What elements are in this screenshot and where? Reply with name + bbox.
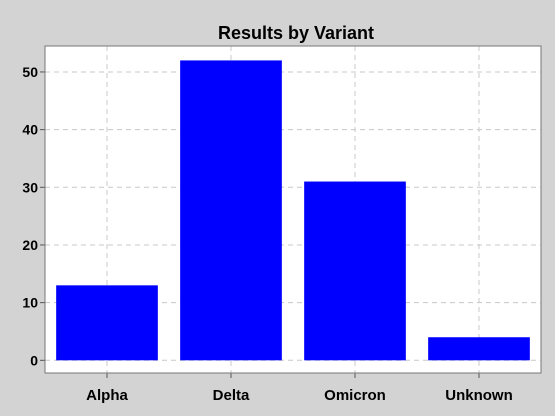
bar-alpha xyxy=(56,285,158,361)
x-tick-label: Unknown xyxy=(445,387,513,404)
x-tick-label: Delta xyxy=(213,387,250,404)
plot-border xyxy=(44,45,542,374)
x-tick-label: Omicron xyxy=(324,387,386,404)
y-tick-label: 50 xyxy=(22,64,38,80)
y-tick-label: 20 xyxy=(22,237,38,253)
chart-title: Results by Variant xyxy=(218,23,374,43)
y-tick-label: 40 xyxy=(22,122,38,138)
bar-omicron xyxy=(304,181,406,361)
x-tick-label: Alpha xyxy=(86,387,128,404)
y-tick-label: 0 xyxy=(30,352,38,368)
y-tick-label: 10 xyxy=(22,295,38,311)
y-tick-label: 30 xyxy=(22,179,38,195)
bar-unknown xyxy=(428,337,530,361)
bar-delta xyxy=(180,60,282,361)
